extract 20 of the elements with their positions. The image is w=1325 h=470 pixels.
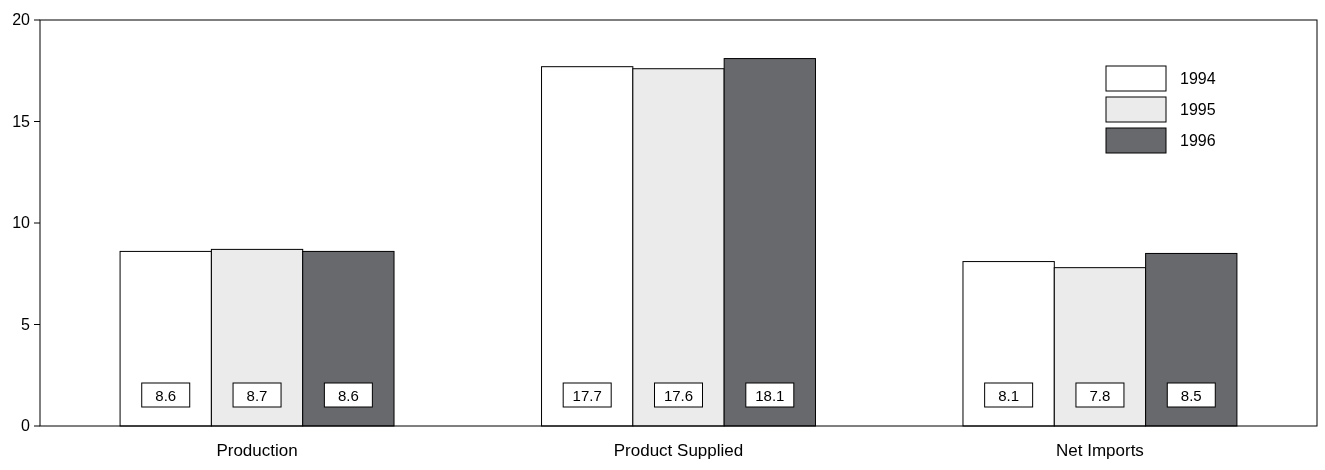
x-tick-label: Product Supplied — [613, 441, 744, 460]
legend-label: 1996 — [1180, 132, 1216, 149]
y-tick-label: 15 — [12, 112, 31, 130]
data-label: 7.8 — [1089, 387, 1111, 404]
data-label: 17.6 — [663, 387, 694, 404]
data-label: 18.1 — [755, 387, 785, 404]
data-label: 8.6 — [337, 387, 359, 404]
y-tick-label: 0 — [21, 417, 31, 434]
legend-label: 1995 — [1180, 101, 1216, 118]
data-label: 8.7 — [246, 387, 268, 404]
legend-label: 1994 — [1180, 70, 1216, 87]
data-label: 17.7 — [572, 387, 602, 404]
y-tick-label: 20 — [12, 11, 31, 28]
data-label: 8.5 — [1180, 387, 1202, 404]
data-label: 8.1 — [998, 387, 1020, 404]
y-tick-label: 5 — [21, 315, 31, 333]
x-tick-label: Net Imports — [1056, 441, 1144, 460]
data-label: 8.6 — [155, 387, 177, 404]
x-tick-label: Production — [216, 441, 298, 460]
y-tick-label: 10 — [12, 214, 31, 231]
